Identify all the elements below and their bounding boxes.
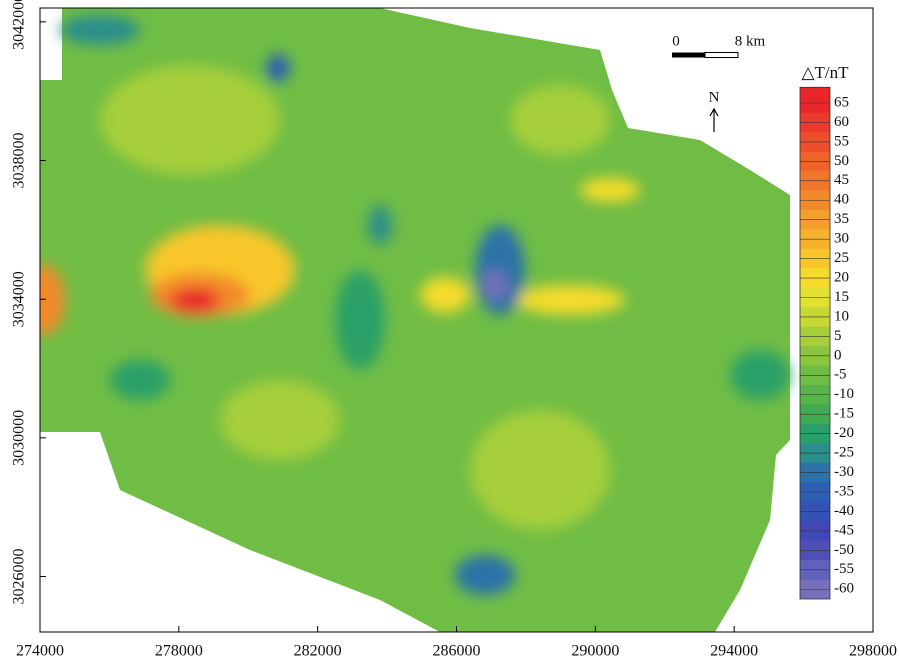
colorbar-label: 30 xyxy=(834,231,849,247)
x-tick-label: 286000 xyxy=(433,643,481,660)
colorbar-label: 65 xyxy=(834,94,849,110)
x-tick-label: 282000 xyxy=(294,643,342,660)
colorbar-label: -60 xyxy=(834,581,854,597)
colorbar-label: -30 xyxy=(834,464,854,480)
scale-end: 8 km xyxy=(735,33,766,49)
colorbar-label: 5 xyxy=(834,328,842,344)
colorbar-label: 60 xyxy=(834,114,849,130)
colorbar-label: -25 xyxy=(834,445,854,461)
y-tick-label: 3042000 xyxy=(11,0,28,50)
x-tick-label: 290000 xyxy=(571,643,619,660)
colorbar-label: 25 xyxy=(834,250,849,266)
colorbar-label: -55 xyxy=(834,561,854,577)
colorbar-label: 15 xyxy=(834,289,849,305)
colorbar-label: -40 xyxy=(834,503,854,519)
colorbar-label: 50 xyxy=(834,153,849,169)
scale-bar-white xyxy=(705,53,738,58)
colorbar-label: 35 xyxy=(834,211,849,227)
colorbar-label: 0 xyxy=(834,347,842,363)
colorbar-label: 10 xyxy=(834,308,849,324)
colorbar-label: -50 xyxy=(834,542,854,558)
colorbar-label: -10 xyxy=(834,386,854,402)
colorbar-label: -5 xyxy=(834,367,847,383)
x-tick-label: 274000 xyxy=(16,643,64,660)
y-tick-label: 3026000 xyxy=(11,549,28,605)
colorbar-label: 40 xyxy=(834,192,849,208)
colorbar-label: -15 xyxy=(834,406,854,422)
colorbar-label: -35 xyxy=(834,483,854,499)
colorbar-label: 20 xyxy=(834,269,849,285)
map-field xyxy=(25,8,790,632)
colorbar-label: -45 xyxy=(834,522,854,538)
x-tick-label: 278000 xyxy=(155,643,203,660)
north-label: N xyxy=(709,89,720,105)
y-tick-label: 3038000 xyxy=(11,133,28,189)
colorbar-title: △T/nT xyxy=(801,63,849,82)
colorbar-label: 45 xyxy=(834,172,849,188)
colorbar-label: -20 xyxy=(834,425,854,441)
x-tick-label: 298000 xyxy=(849,643,897,660)
y-tick-label: 3034000 xyxy=(11,271,28,327)
scale-start: 0 xyxy=(672,33,680,49)
colorbar-cell xyxy=(800,87,830,113)
y-tick-label: 3030000 xyxy=(11,410,28,466)
x-tick-label: 294000 xyxy=(710,643,758,660)
colorbar-label: 55 xyxy=(834,133,849,149)
map: 0 8 km N △T/nT 274000 278000 282000 286000 2… xyxy=(0,0,899,670)
